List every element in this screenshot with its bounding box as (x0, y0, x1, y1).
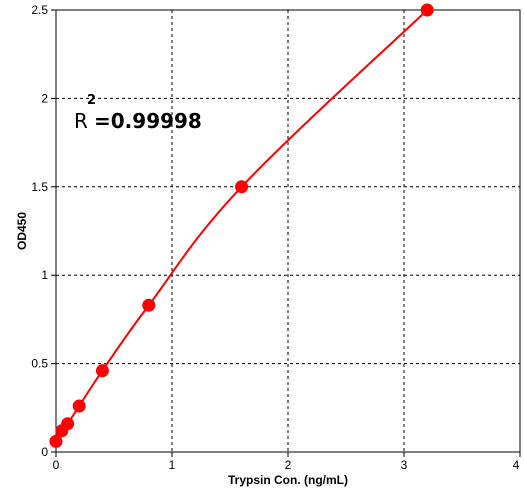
x-tick-label: 2 (285, 458, 292, 472)
y-tick-label: 2 (41, 91, 48, 105)
y-axis-label: OD450 (15, 212, 29, 250)
data-points (49, 3, 434, 448)
x-tick-label: 0 (53, 458, 60, 472)
y-axis-ticks: 0 0.5 1 1.5 2 2.5 (31, 3, 56, 459)
data-point (235, 180, 249, 194)
x-tick-label: 1 (169, 458, 176, 472)
data-point (49, 434, 63, 448)
y-tick-label: 0 (41, 445, 48, 459)
r-squared-superscript: 2 (87, 93, 96, 108)
grid-lines (56, 10, 520, 452)
x-axis-label: Trypsin Con. (ng/mL) (228, 473, 348, 487)
y-tick-label: 0.5 (31, 357, 48, 371)
r-squared-letter: R (74, 109, 88, 133)
y-tick-label: 1.5 (31, 180, 48, 194)
data-point (95, 364, 109, 378)
r-squared-value: =0.99998 (94, 109, 202, 133)
y-tick-label: 1 (41, 268, 48, 282)
data-point (420, 3, 434, 17)
data-point (61, 417, 75, 431)
x-axis-ticks: 0 1 2 3 4 (53, 452, 521, 472)
x-tick-label: 3 (401, 458, 408, 472)
x-tick-label: 4 (513, 458, 520, 472)
y-tick-label: 2.5 (31, 3, 48, 17)
data-point (72, 399, 86, 413)
data-point (142, 298, 156, 312)
